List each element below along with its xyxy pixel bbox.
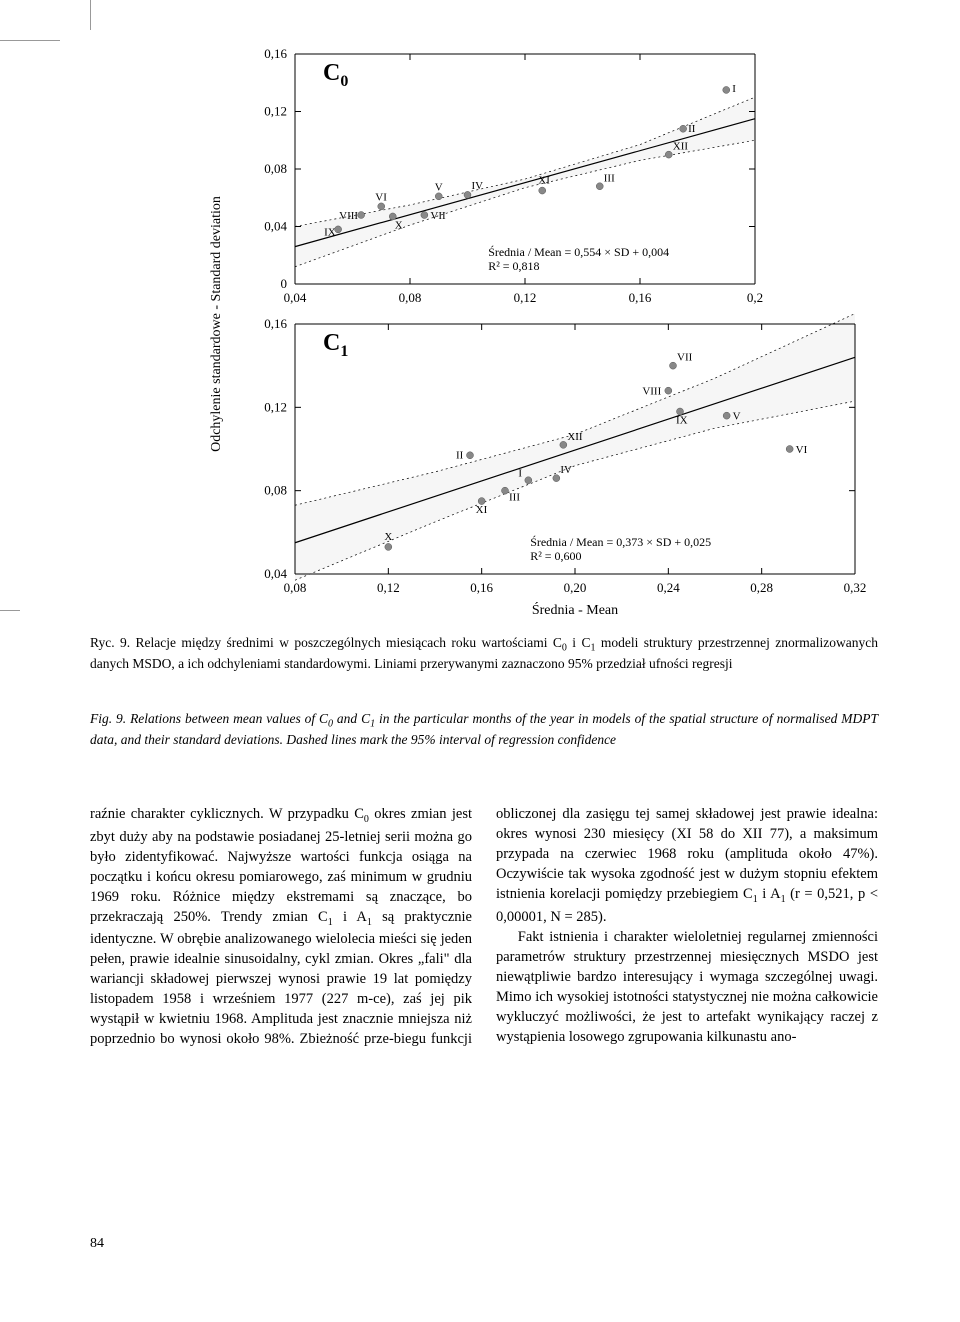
- svg-text:C1: C1: [323, 330, 348, 360]
- svg-text:R² = 0,600: R² = 0,600: [530, 549, 581, 563]
- svg-text:V: V: [733, 411, 741, 423]
- scatter-charts: 0,040,080,120,160,200,040,080,120,16IXVI…: [190, 44, 870, 624]
- body-text: raźnie charakter cyklicznych. W przypadk…: [90, 804, 878, 1049]
- svg-text:VIII: VIII: [642, 386, 661, 398]
- svg-text:X: X: [395, 219, 403, 231]
- svg-text:VI: VI: [375, 191, 387, 203]
- caption-label-en: Fig. 9.: [90, 711, 126, 726]
- svg-text:0,04: 0,04: [264, 219, 287, 234]
- svg-text:XII: XII: [673, 141, 689, 153]
- svg-text:0,08: 0,08: [264, 161, 287, 176]
- svg-text:0,08: 0,08: [284, 580, 307, 595]
- svg-text:VII: VII: [430, 210, 446, 222]
- svg-text:0,12: 0,12: [377, 580, 400, 595]
- svg-text:IV: IV: [472, 180, 484, 192]
- svg-text:VIII: VIII: [339, 210, 358, 222]
- svg-text:I: I: [518, 467, 522, 479]
- svg-text:III: III: [509, 492, 520, 504]
- svg-text:0,16: 0,16: [470, 580, 493, 595]
- svg-text:II: II: [456, 449, 464, 461]
- svg-text:0,08: 0,08: [264, 483, 287, 498]
- svg-text:0,12: 0,12: [514, 290, 537, 305]
- svg-text:IX: IX: [324, 226, 336, 238]
- caption-text-en-a: Relations between mean values of C: [130, 711, 328, 726]
- svg-text:C0: C0: [323, 60, 348, 90]
- caption-polish: Ryc. 9. Relacje między średnimi w poszcz…: [90, 634, 878, 673]
- page-number: 84: [90, 1236, 104, 1252]
- caption-english: Fig. 9. Relations between mean values of…: [90, 710, 878, 749]
- svg-text:XII: XII: [567, 431, 583, 443]
- svg-text:0,16: 0,16: [264, 316, 287, 331]
- paragraph-2: Fakt istnienia i charakter wieloletniej …: [496, 927, 878, 1047]
- svg-text:0,16: 0,16: [264, 46, 287, 61]
- svg-text:X: X: [384, 531, 392, 543]
- svg-text:IV: IV: [560, 464, 572, 476]
- svg-text:Średnia / Mean = 0,373 × SD +: Średnia / Mean = 0,373 × SD + 0,025: [530, 535, 711, 549]
- caption-text-en-b: and C: [333, 711, 370, 726]
- svg-text:0,2: 0,2: [747, 290, 763, 305]
- svg-text:III: III: [604, 172, 615, 184]
- svg-text:0,12: 0,12: [264, 104, 287, 119]
- svg-text:II: II: [688, 123, 696, 135]
- svg-text:0,12: 0,12: [264, 399, 287, 414]
- svg-text:0,32: 0,32: [844, 580, 867, 595]
- svg-text:XI: XI: [538, 175, 550, 187]
- figure-9: 0,040,080,120,160,200,040,080,120,16IXVI…: [190, 44, 870, 624]
- svg-text:0: 0: [281, 276, 288, 291]
- svg-text:XI: XI: [476, 504, 488, 516]
- svg-text:0,28: 0,28: [750, 580, 773, 595]
- svg-text:R² = 0,818: R² = 0,818: [488, 259, 539, 273]
- svg-text:0,04: 0,04: [264, 566, 287, 581]
- svg-text:0,16: 0,16: [629, 290, 652, 305]
- svg-text:VI: VI: [796, 444, 808, 456]
- crop-mark: [90, 0, 91, 30]
- svg-text:Średnia - Mean: Średnia - Mean: [532, 601, 618, 618]
- caption-label-pl: Ryc. 9.: [90, 635, 130, 650]
- caption-text-pl-b: i C: [567, 635, 591, 650]
- caption-text-pl-a: Relacje między średnimi w poszczególnych…: [136, 635, 562, 650]
- svg-text:0,08: 0,08: [399, 290, 422, 305]
- svg-text:Średnia / Mean = 0,554 × SD +: Średnia / Mean = 0,554 × SD + 0,004: [488, 245, 669, 259]
- svg-text:VII: VII: [677, 352, 693, 364]
- svg-text:V: V: [435, 181, 443, 193]
- svg-text:Odchylenie standardowe - Stand: Odchylenie standardowe - Standard deviat…: [209, 196, 224, 452]
- svg-text:0,20: 0,20: [564, 580, 587, 595]
- svg-text:0,04: 0,04: [284, 290, 307, 305]
- svg-text:I: I: [732, 83, 736, 95]
- crop-mark: [0, 40, 60, 41]
- svg-text:IX: IX: [676, 415, 688, 427]
- svg-text:0,24: 0,24: [657, 580, 680, 595]
- crop-mark: [0, 610, 20, 611]
